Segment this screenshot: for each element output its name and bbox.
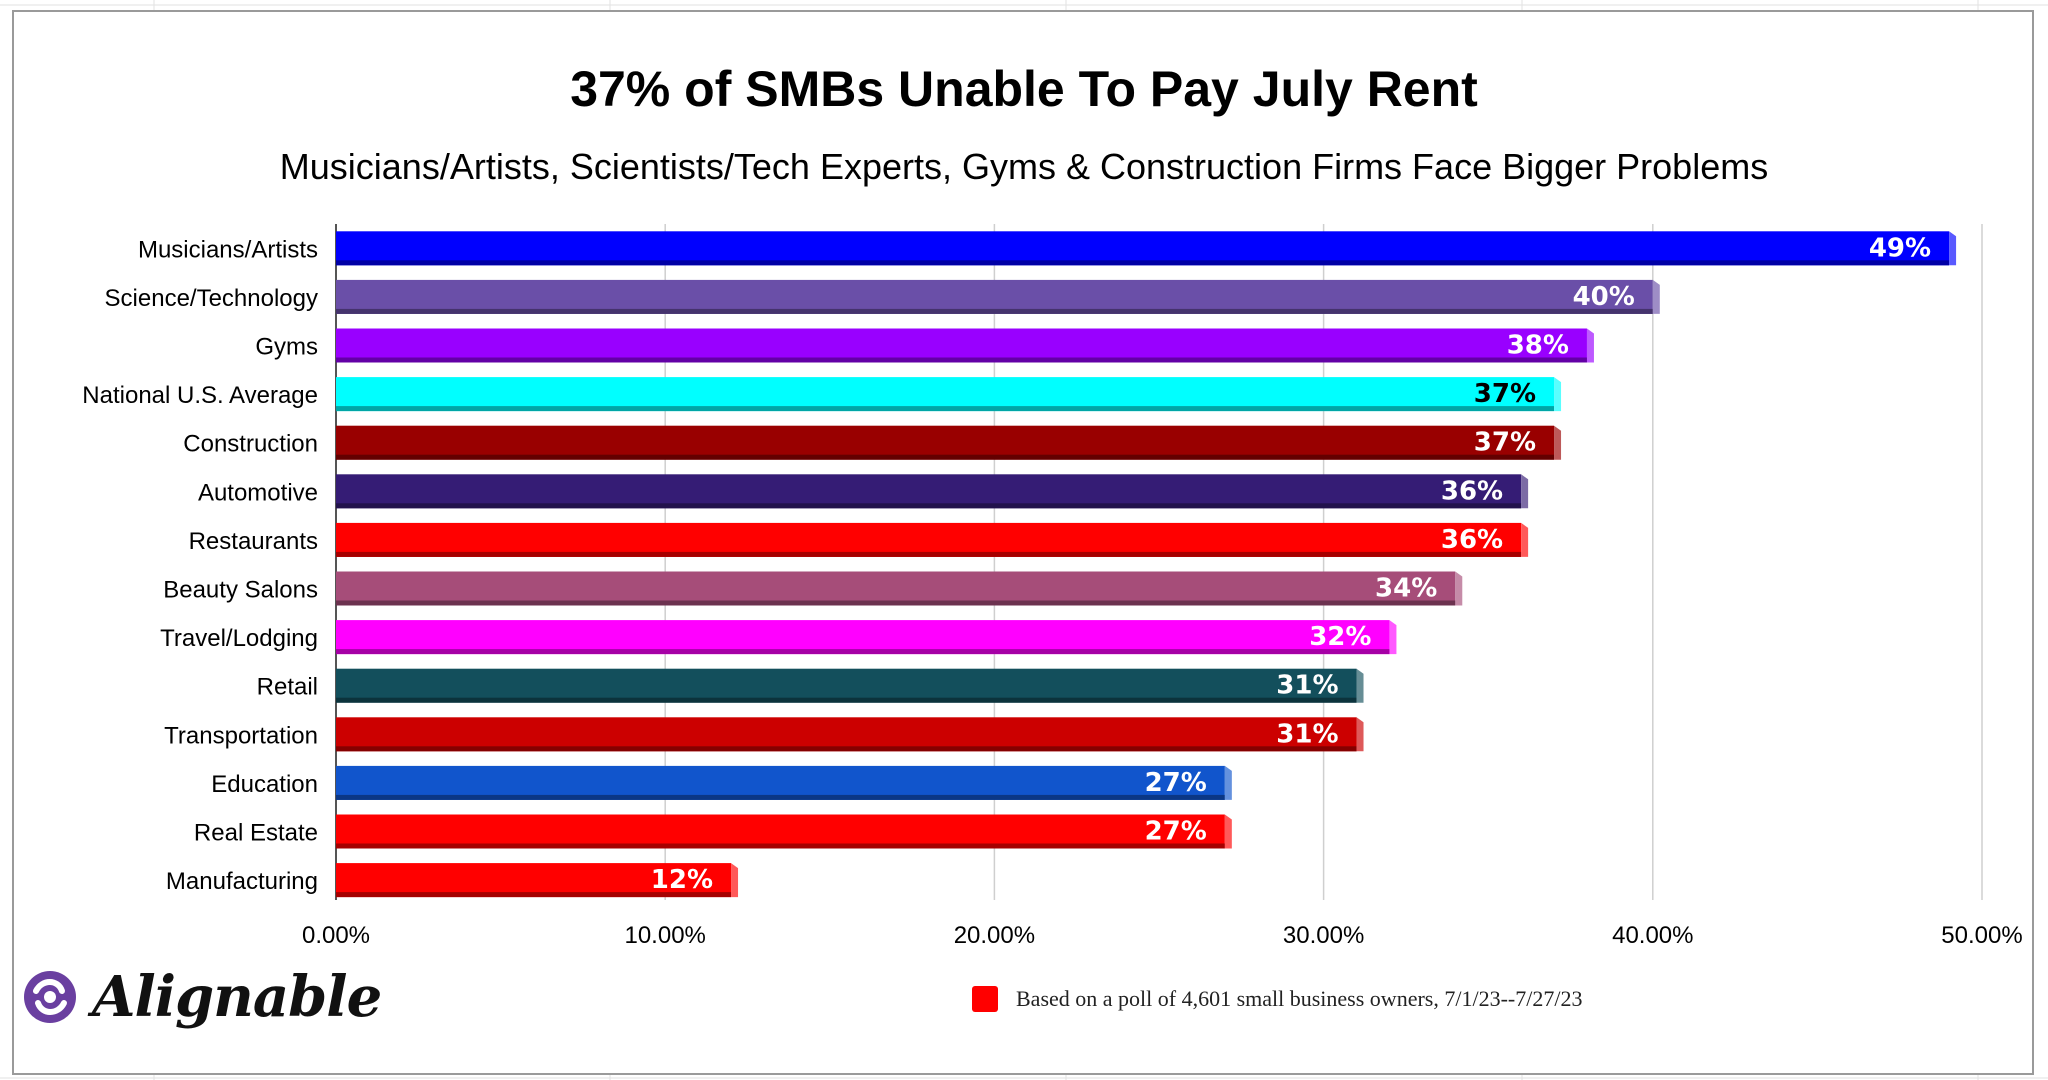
bar	[336, 377, 1555, 412]
bar-bottom-face	[336, 843, 1225, 849]
bar-side-face	[1652, 279, 1660, 314]
category-label: Education	[211, 771, 318, 798]
bar-side-face	[1356, 668, 1364, 703]
bar	[336, 717, 1357, 752]
data-label: 12%	[651, 865, 713, 895]
category-label: Travel/Lodging	[160, 625, 318, 652]
bar-bottom-face	[336, 794, 1225, 800]
brand-logo: Alignable	[22, 962, 382, 1032]
bar-bottom-face	[336, 454, 1555, 460]
category-label: Retail	[257, 674, 318, 701]
data-label: 32%	[1309, 622, 1371, 652]
x-tick-label: 10.00%	[624, 922, 705, 949]
bar-side-face	[731, 863, 739, 898]
x-tick-label: 0.00%	[302, 922, 370, 949]
x-tick-label: 50.00%	[1941, 922, 2022, 949]
category-label: Science/Technology	[105, 285, 318, 312]
bar-side-face	[1949, 231, 1957, 266]
x-tick-label: 40.00%	[1612, 922, 1693, 949]
alignable-logo-icon	[24, 971, 76, 1023]
bar-bottom-face	[336, 600, 1456, 606]
data-label: 40%	[1573, 282, 1635, 312]
bar-side-face	[1554, 425, 1562, 460]
legend-label: Based on a poll of 4,601 small business …	[1016, 986, 1583, 1011]
bar-side-face	[1389, 620, 1397, 655]
bar-side-face	[1224, 765, 1232, 800]
bar	[336, 279, 1653, 314]
bar	[336, 474, 1522, 509]
brand-name: Alignable	[92, 964, 382, 1030]
bar-bottom-face	[336, 697, 1357, 703]
bar	[336, 571, 1456, 606]
bar	[336, 425, 1555, 460]
bar-bottom-face	[336, 308, 1653, 314]
bar	[336, 863, 732, 898]
data-label: 27%	[1145, 817, 1207, 847]
category-label: Restaurants	[189, 528, 318, 555]
bar	[336, 231, 1950, 266]
bar-bottom-face	[336, 406, 1555, 412]
data-label: 38%	[1507, 331, 1569, 361]
category-label: Automotive	[198, 479, 318, 506]
legend-swatch	[972, 986, 998, 1012]
category-label: Beauty Salons	[163, 577, 318, 604]
bar-bottom-face	[336, 260, 1950, 266]
data-label: 37%	[1474, 379, 1536, 409]
category-label: Gyms	[255, 334, 318, 361]
data-label: 37%	[1474, 428, 1536, 458]
x-tick-label: 20.00%	[954, 922, 1035, 949]
x-tick-label: 30.00%	[1283, 922, 1364, 949]
data-label: 36%	[1441, 525, 1503, 555]
chart-title: 37% of SMBs Unable To Pay July Rent	[570, 61, 1478, 117]
bar-bottom-face	[336, 551, 1522, 557]
category-label: Musicians/Artists	[138, 236, 318, 263]
bar	[336, 814, 1225, 849]
bar-side-face	[1521, 474, 1529, 509]
chart-subtitle: Musicians/Artists, Scientists/Tech Exper…	[279, 146, 1769, 187]
bar	[336, 522, 1522, 557]
chart-legend: Based on a poll of 4,601 small business …	[972, 986, 1582, 1012]
data-label: 27%	[1145, 768, 1207, 798]
bar-side-face	[1554, 377, 1562, 412]
bar	[336, 668, 1357, 703]
data-label: 34%	[1375, 574, 1437, 604]
category-label: Construction	[183, 431, 318, 458]
bar-side-face	[1356, 717, 1364, 752]
data-label: 31%	[1276, 671, 1338, 701]
data-label: 36%	[1441, 476, 1503, 506]
bar-side-face	[1224, 814, 1232, 849]
category-label: National U.S. Average	[82, 382, 318, 409]
bar	[336, 328, 1587, 363]
bar	[336, 765, 1225, 800]
data-label: 49%	[1869, 233, 1931, 263]
bar-bottom-face	[336, 503, 1522, 509]
bar-bottom-face	[336, 892, 732, 898]
bar-bottom-face	[336, 649, 1390, 655]
category-label: Transportation	[164, 722, 318, 749]
bar-bottom-face	[336, 746, 1357, 752]
category-label: Manufacturing	[166, 868, 318, 895]
bar-side-face	[1455, 571, 1463, 606]
data-label: 31%	[1276, 719, 1338, 749]
bar-side-face	[1586, 328, 1594, 363]
category-label: Real Estate	[194, 820, 318, 847]
bar	[336, 620, 1390, 655]
bar-side-face	[1521, 522, 1529, 557]
bar-bottom-face	[336, 357, 1587, 363]
